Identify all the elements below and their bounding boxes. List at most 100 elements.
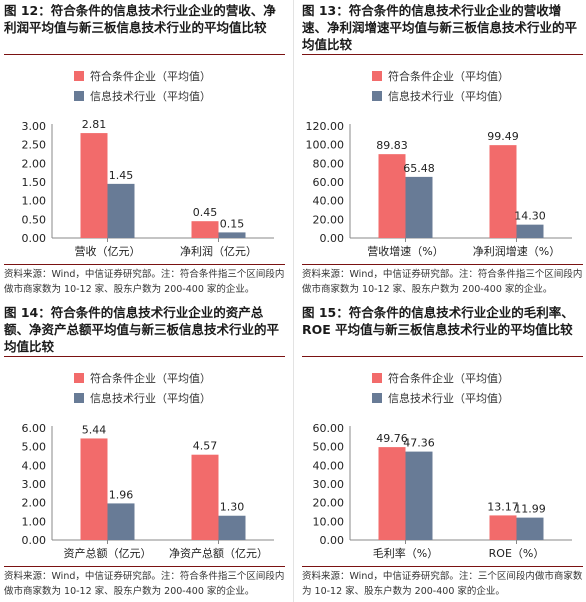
data-label: 5.44 <box>82 423 107 436</box>
y-tick-label: 0.00 <box>320 232 345 245</box>
legend-swatch <box>372 393 382 403</box>
bar <box>405 176 433 238</box>
title-rule <box>4 356 285 357</box>
title-rule <box>302 54 583 55</box>
y-tick-label: 20.00 <box>313 213 345 226</box>
y-tick-label: 20.00 <box>313 497 345 510</box>
bar <box>405 451 433 540</box>
bar <box>516 224 544 238</box>
y-tick-label: 10.00 <box>313 515 345 528</box>
bar <box>107 503 135 540</box>
data-label: 0.45 <box>193 206 218 219</box>
legend-label: 信息技术行业（平均值） <box>90 89 211 103</box>
bar <box>378 154 406 238</box>
data-label: 11.99 <box>514 503 546 516</box>
legend-swatch <box>74 393 84 403</box>
legend-swatch <box>372 373 382 383</box>
source-note: 资料来源：Wind，中信证券研究部。注：符合条件指三个区间段内做市商家数为 10… <box>4 566 285 599</box>
title-rule <box>302 356 583 357</box>
y-tick-label: 50.00 <box>313 441 345 454</box>
data-label: 1.96 <box>109 488 134 501</box>
source-note: 资料来源：Wind，中信证券研究部。注：三个区间段内做市商家数为 10-12 家… <box>302 566 583 599</box>
title-rule <box>4 54 285 55</box>
bar <box>218 515 246 540</box>
source-note: 资料来源：Wind，中信证券研究部。注：符合条件指三个区间段内做市商家数为 10… <box>302 264 583 297</box>
y-tick-label: 3.00 <box>22 120 47 133</box>
data-label: 2.81 <box>82 118 107 131</box>
bar-chart: 符合条件企业（平均值） 信息技术行业（平均值） 0.00 1.00 2.00 3.00 4.… <box>22 371 274 560</box>
x-tick-label: 毛利率（%） <box>373 546 438 560</box>
y-tick-label: 0.00 <box>22 232 47 245</box>
y-tick-label: 40.00 <box>313 195 345 208</box>
x-tick-label: 净资产总额（亿元） <box>169 546 268 560</box>
bar <box>489 515 517 540</box>
y-tick-label: 40.00 <box>313 459 345 472</box>
y-tick-label: 6.00 <box>22 422 47 435</box>
data-label: 65.48 <box>403 162 435 175</box>
bar <box>80 438 108 540</box>
bar <box>191 221 219 238</box>
legend-swatch <box>74 91 84 101</box>
data-label: 0.15 <box>220 217 245 230</box>
legend-swatch <box>372 91 382 101</box>
panel-divider <box>293 0 294 602</box>
y-tick-label: 30.00 <box>313 478 345 491</box>
data-label: 89.83 <box>376 139 408 152</box>
x-tick-label: 净利润增速（%） <box>473 244 560 258</box>
bar <box>516 517 544 540</box>
x-tick-label: 资产总额（亿元） <box>64 546 152 560</box>
y-tick-label: 3.00 <box>22 478 47 491</box>
y-tick-label: 120.00 <box>306 120 345 133</box>
legend-label: 信息技术行业（平均值） <box>90 391 211 405</box>
y-tick-label: 100.00 <box>306 139 345 152</box>
bar-chart: 符合条件企业（平均值） 信息技术行业（平均值） 0.00 10.00 20.00 30.0… <box>313 371 572 560</box>
bar <box>80 133 108 238</box>
chart-panel-13: 图 13：符合条件的信息技术行业企业的营收增速、净利润增速平均值与新三板信息技术… <box>302 2 583 298</box>
data-label: 99.49 <box>487 130 519 143</box>
x-tick-label: 营收增速（%） <box>367 244 443 258</box>
legend-swatch <box>74 373 84 383</box>
source-note: 资料来源：Wind，中信证券研究部。注：符合条件指三个区间段内做市商家数为 10… <box>4 264 285 297</box>
bar <box>107 183 135 238</box>
legend-swatch <box>372 71 382 81</box>
y-tick-label: 2.50 <box>22 139 47 152</box>
data-label: 13.17 <box>487 500 519 513</box>
chart-panel-12: 图 12：符合条件的信息技术行业企业的营收、净利润平均值与新三板信息技术行业的平… <box>4 2 285 298</box>
data-label: 47.36 <box>403 437 435 450</box>
legend-label: 符合条件企业（平均值） <box>388 371 509 385</box>
x-tick-label: ROE（%） <box>489 547 545 560</box>
y-tick-label: 2.00 <box>22 497 47 510</box>
chart-title: 图 12：符合条件的信息技术行业企业的营收、净利润平均值与新三板信息技术行业的平… <box>4 3 276 35</box>
legend-label: 符合条件企业（平均值） <box>90 371 211 385</box>
chart-title: 图 15：符合条件的信息技术行业企业的毛利率、ROE 平均值与新三板信息技术行业… <box>302 305 574 337</box>
y-tick-label: 1.50 <box>22 176 47 189</box>
data-label: 1.30 <box>220 501 245 514</box>
legend-label: 信息技术行业（平均值） <box>388 391 509 405</box>
chart-title: 图 13：符合条件的信息技术行业企业的营收增速、净利润增速平均值与新三板信息技术… <box>302 3 578 52</box>
y-tick-label: 0.00 <box>320 534 345 547</box>
legend-swatch <box>74 71 84 81</box>
chart-panel-14: 图 14：符合条件的信息技术行业企业的资产总额、净资产总额平均值与新三板信息技术… <box>4 304 285 600</box>
y-tick-label: 0.50 <box>22 213 47 226</box>
legend-label: 符合条件企业（平均值） <box>388 69 509 83</box>
y-tick-label: 1.00 <box>22 515 47 528</box>
legend-label: 信息技术行业（平均值） <box>388 89 509 103</box>
x-tick-label: 营收（亿元） <box>75 244 141 258</box>
bar <box>489 145 517 238</box>
legend-label: 符合条件企业（平均值） <box>90 69 211 83</box>
y-tick-label: 80.00 <box>313 157 345 170</box>
bar <box>378 447 406 540</box>
chart-panel-15: 图 15：符合条件的信息技术行业企业的毛利率、ROE 平均值与新三板信息技术行业… <box>302 304 583 600</box>
data-label: 49.76 <box>376 432 408 445</box>
y-tick-label: 60.00 <box>313 176 345 189</box>
y-tick-label: 60.00 <box>313 422 345 435</box>
y-tick-label: 0.00 <box>22 534 47 547</box>
data-label: 1.45 <box>109 169 134 182</box>
chart-title: 图 14：符合条件的信息技术行业企业的资产总额、净资产总额平均值与新三板信息技术… <box>4 305 280 354</box>
y-tick-label: 5.00 <box>22 441 47 454</box>
data-label: 4.57 <box>193 440 218 453</box>
bar <box>191 454 219 540</box>
x-tick-label: 净利润（亿元） <box>180 244 257 258</box>
y-tick-label: 1.00 <box>22 195 47 208</box>
y-tick-label: 4.00 <box>22 459 47 472</box>
